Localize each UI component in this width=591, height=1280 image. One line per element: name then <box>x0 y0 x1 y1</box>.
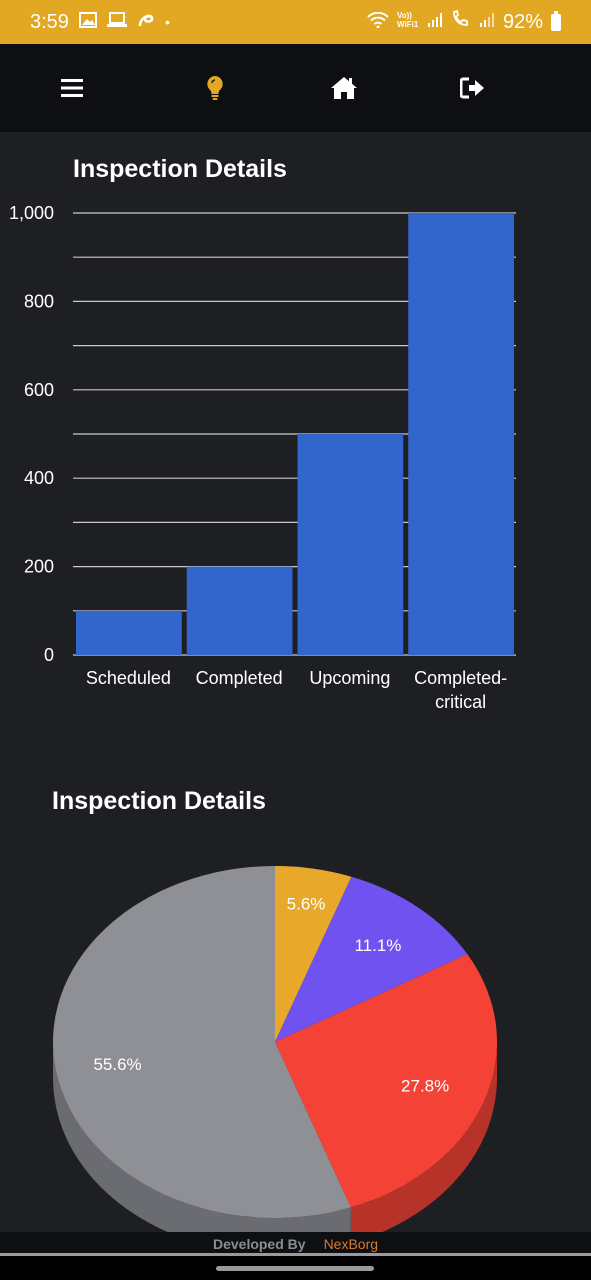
battery-text: 92% <box>502 10 543 33</box>
pie-chart-title: Inspection Details <box>52 787 266 815</box>
menu-button[interactable] <box>48 64 96 112</box>
pie-slice-2[interactable] <box>275 954 498 1208</box>
lightbulb-icon <box>207 76 223 100</box>
pie-slice-0[interactable] <box>275 866 352 1042</box>
pie-slice-side-3 <box>53 1042 351 1240</box>
y-tick-label: 400 <box>24 468 54 488</box>
x-tick-label: Upcoming <box>309 668 390 688</box>
bar-chart: 0 200 400 600 800 1,000 Scheduled Completed Upco… <box>9 203 516 712</box>
pie-slice-side-2 <box>350 1042 497 1240</box>
top-nav-bar <box>0 44 591 132</box>
y-tick-label: 0 <box>44 645 54 665</box>
pie-slice-1[interactable] <box>275 876 468 1042</box>
gallery-icon <box>78 12 97 32</box>
pie-chart: 5.6% 11.1% 27.8% 55.6% <box>53 866 498 1240</box>
y-tick-label: 800 <box>24 291 54 311</box>
pie-slice-3[interactable] <box>53 866 351 1218</box>
volte-icon: Vo)) WiFi1 <box>397 10 419 34</box>
pie-slice-label: 55.6% <box>93 1055 141 1074</box>
bar-completed[interactable] <box>186 566 293 655</box>
system-nav-bar <box>0 1256 591 1280</box>
pie-slice-label: 27.8% <box>401 1076 449 1095</box>
call-icon <box>451 9 471 34</box>
y-tick-label: 200 <box>24 557 54 577</box>
bar-upcoming[interactable] <box>297 434 404 655</box>
x-tick-label: Completed <box>196 668 283 688</box>
footer-developed-by: Developed By <box>212 1236 306 1252</box>
x-tick-label: critical <box>435 692 486 712</box>
status-time: 3:59 <box>30 10 69 33</box>
home-button[interactable] <box>320 64 368 112</box>
x-tick-label: Scheduled <box>86 668 171 688</box>
menu-icon <box>61 79 83 97</box>
logout-button[interactable] <box>449 64 497 112</box>
status-bar: 3:59 • Vo)) WiFi1 92% <box>0 0 591 44</box>
footer-company[interactable]: NexBorg <box>323 1236 379 1252</box>
footer-divider <box>0 1253 591 1256</box>
home-icon <box>331 77 357 99</box>
bar-scheduled[interactable] <box>76 610 182 655</box>
x-tick-label: Completed- <box>414 668 507 688</box>
y-tick-label: 1,000 <box>9 203 54 223</box>
airtel-icon <box>137 11 155 33</box>
status-dot: • <box>164 14 170 30</box>
signal-icon-2 <box>479 11 495 34</box>
signal-icon <box>427 11 443 34</box>
wifi-icon <box>367 11 389 34</box>
footer: Developed By NexBorg <box>0 1232 591 1256</box>
svg-text:Vo)): Vo)) <box>397 11 412 20</box>
logout-icon <box>460 77 484 99</box>
pie-slice-label: 5.6% <box>287 894 326 913</box>
battery-icon <box>551 10 561 31</box>
svg-text:WiFi1: WiFi1 <box>397 20 419 28</box>
bar-completed-critical[interactable] <box>408 213 514 655</box>
home-gesture-pill[interactable] <box>216 1266 374 1271</box>
bar-chart-title: Inspection Details <box>73 155 287 183</box>
y-tick-label: 600 <box>24 380 54 400</box>
laptop-icon <box>106 12 127 32</box>
lightbulb-button[interactable] <box>191 64 239 112</box>
pie-slice-label: 11.1% <box>354 936 401 955</box>
